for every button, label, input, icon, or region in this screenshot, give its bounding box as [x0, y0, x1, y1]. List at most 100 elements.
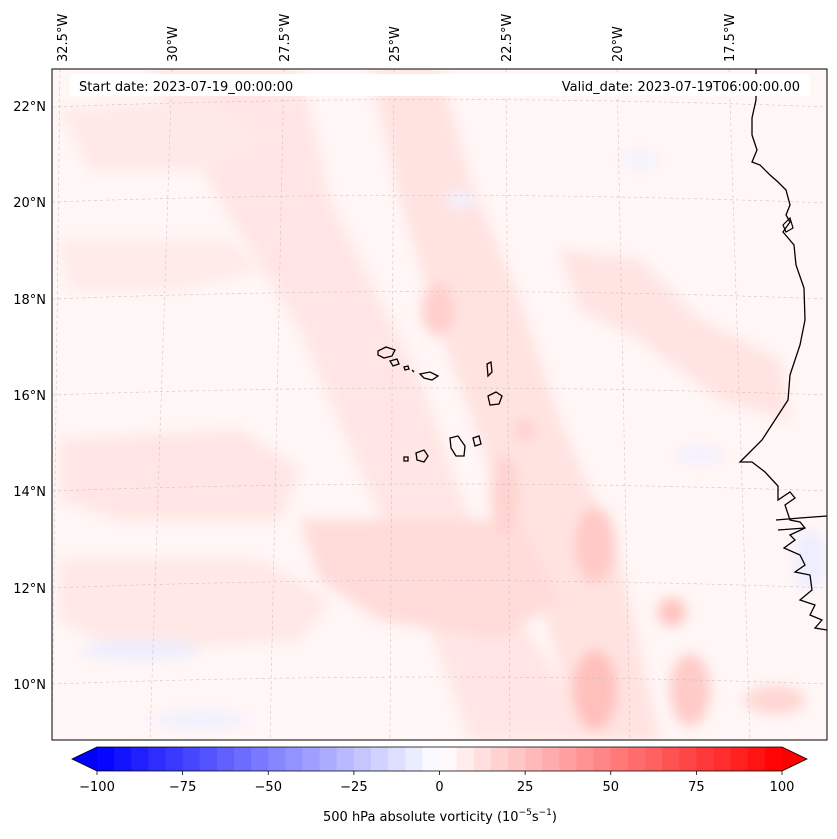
colorbar-cell: [662, 747, 680, 771]
lat-label: 10°N: [13, 678, 46, 693]
meridian-line: [616, 69, 631, 740]
colorbar-tick-label: −50: [255, 780, 282, 795]
colorbar-cell: [97, 747, 115, 771]
coastline-africa: [738, 69, 827, 631]
lat-label: 16°N: [13, 389, 46, 404]
vorticity-max: [515, 420, 535, 440]
meridian-line: [728, 69, 751, 740]
colorbar-label-mid: s: [532, 810, 539, 825]
colorbar-label-exp1: −5: [519, 808, 532, 818]
vorticity-max: [491, 455, 519, 535]
colorbar-cell: [525, 747, 543, 771]
colorbar-cell: [268, 747, 286, 771]
meridian-line: [52, 69, 61, 740]
lat-label: 18°N: [13, 293, 46, 308]
island-santo-antao: [377, 346, 396, 359]
latitude-labels: 22°N 20°N 18°N 16°N 14°N 12°N 10°N: [13, 100, 46, 693]
colorbar-extend-high: [782, 747, 807, 771]
colorbar-label-suffix: ): [552, 810, 557, 825]
lon-label: 17.5°W: [723, 14, 738, 62]
colorbar-cell: [610, 747, 629, 771]
colorbar-cell: [336, 747, 355, 771]
vorticity-field: [60, 69, 826, 740]
colorbar-cell: [645, 747, 663, 771]
vorticity-band: [60, 100, 260, 170]
longitude-labels: 32.5°W 30°W 27.5°W 25°W 22.5°W 20°W 17.5…: [56, 14, 738, 62]
parallel-line: [52, 676, 827, 685]
island-sal: [486, 360, 493, 378]
lat-label: 20°N: [13, 196, 46, 211]
colorbar-tick-label: 75: [688, 780, 705, 795]
lon-label: 22.5°W: [500, 14, 515, 62]
island-sao-vicente: [389, 358, 400, 367]
vorticity-max: [658, 598, 686, 626]
colorbar-tick-label: 50: [602, 780, 619, 795]
colorbar-cell: [679, 747, 697, 771]
vorticity-max: [573, 650, 617, 730]
colorbar-tick-label: 100: [770, 780, 795, 795]
colorbar-cell: [319, 747, 338, 771]
colorbar-cell: [371, 747, 389, 771]
colorbar-label-exp2: −1: [539, 808, 552, 818]
colorbar-tick-label: 0: [435, 780, 443, 795]
island-santa-luzia: [403, 365, 410, 371]
colorbar-cell: [251, 747, 269, 771]
colorbar-ticks: −100 −75 −50 −25 0 25 50 75 100: [79, 771, 794, 795]
colorbar: −100 −75 −50 −25 0 25 50 75 100 500 hPa absolute…: [71, 746, 808, 825]
vorticity-band: [60, 430, 300, 520]
parallel-line: [52, 194, 827, 204]
colorbar-cell: [508, 747, 526, 771]
parallel-line: [52, 580, 827, 589]
parallel-line: [52, 291, 827, 300]
start-date-label: Start date: 2023-07-19_00:00:00: [79, 80, 293, 95]
colorbar-label: 500 hPa absolute vorticity (10−5s−1): [323, 808, 557, 825]
colorbar-cell: [593, 747, 612, 771]
vorticity-map: [52, 69, 827, 740]
lon-label: 30°W: [166, 26, 181, 62]
coastline-africa-notch: [775, 515, 827, 531]
vorticity-min: [446, 192, 474, 208]
colorbar-cell: [302, 747, 321, 771]
colorbar-cell: [456, 747, 475, 771]
colorbar-cell: [473, 747, 492, 771]
colorbar-cell: [627, 747, 646, 771]
vorticity-min: [620, 152, 660, 168]
vorticity-max: [422, 284, 454, 336]
colorbar-cell: [490, 747, 509, 771]
meridian-line: [149, 69, 173, 740]
colorbar-cell: [730, 747, 749, 771]
vorticity-max: [670, 654, 710, 726]
vorticity-band: [560, 250, 790, 420]
colorbar-cell: [405, 747, 423, 771]
colorbar-cells: [97, 747, 783, 771]
meridian-line: [389, 69, 395, 740]
vorticity-band: [60, 560, 330, 650]
meridian-line: [269, 69, 285, 740]
colorbar-label-prefix: 500 hPa absolute vorticity (10: [323, 810, 519, 825]
island-brava: [403, 456, 409, 462]
island-maio: [472, 435, 482, 447]
vorticity-min: [150, 712, 250, 728]
colorbar-cell: [439, 747, 458, 771]
parallel-line: [52, 483, 827, 492]
lon-label: 32.5°W: [56, 14, 71, 62]
vorticity-band: [300, 520, 560, 640]
colorbar-cell: [114, 747, 132, 771]
lat-label: 12°N: [13, 582, 46, 597]
island-sao-nicolau-main: [418, 371, 440, 381]
lat-label: 22°N: [13, 100, 46, 115]
lon-label: 25°W: [388, 26, 403, 62]
colorbar-cell: [285, 747, 303, 771]
valid-date-label: Valid_date: 2023-07-19T06:00:00.00: [562, 80, 800, 95]
colorbar-cell: [234, 747, 252, 771]
colorbar-cell: [165, 747, 184, 771]
colorbar-extend-low: [72, 747, 97, 771]
lat-label: 14°N: [13, 485, 46, 500]
vorticity-max: [745, 686, 805, 714]
cape-verde-islands: [377, 346, 503, 463]
vorticity-max: [575, 507, 615, 583]
colorbar-cell: [353, 747, 372, 771]
vorticity-band: [60, 240, 260, 290]
colorbar-tick-label: −75: [169, 780, 196, 795]
colorbar-cell: [559, 747, 577, 771]
